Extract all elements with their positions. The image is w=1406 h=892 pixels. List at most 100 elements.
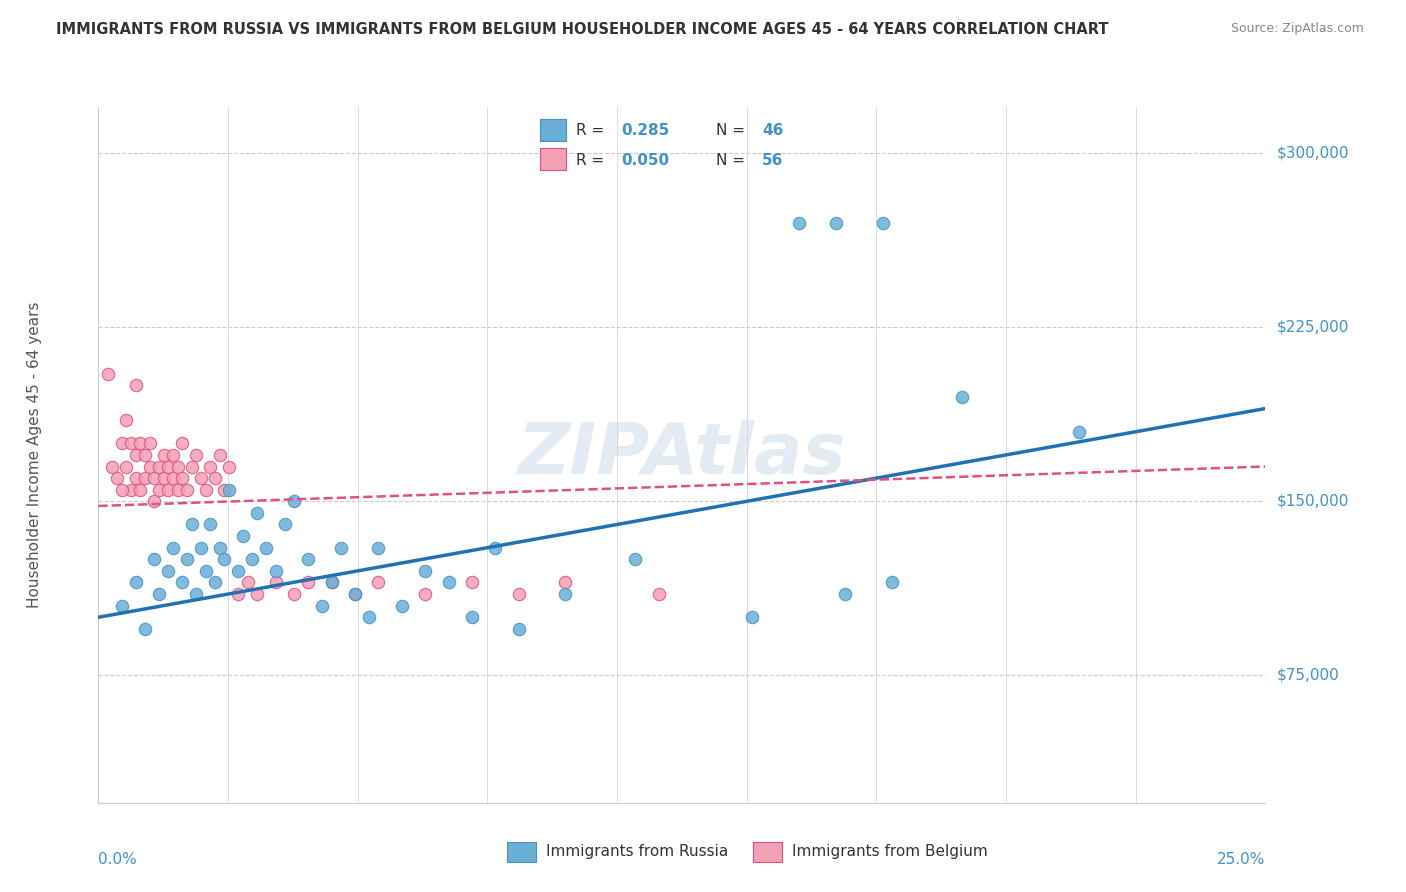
Point [321, 575, 343, 590]
Point [194, 483, 217, 497]
Text: Householder Income Ages 45 - 64 years: Householder Income Ages 45 - 64 years [27, 301, 42, 608]
Point [367, 541, 389, 555]
Point [134, 622, 156, 636]
Point [228, 564, 250, 578]
Point [647, 587, 669, 601]
Point [139, 459, 162, 474]
Point [204, 575, 226, 590]
Text: $75,000: $75,000 [1277, 668, 1340, 682]
Point [283, 494, 305, 508]
Point [97, 367, 120, 381]
Point [143, 494, 166, 508]
Point [176, 483, 198, 497]
Text: IMMIGRANTS FROM RUSSIA VS IMMIGRANTS FROM BELGIUM HOUSEHOLDER INCOME AGES 45 - 6: IMMIGRANTS FROM RUSSIA VS IMMIGRANTS FRO… [56, 22, 1109, 37]
Point [134, 448, 156, 462]
Point [242, 552, 264, 566]
Point [554, 575, 576, 590]
Point [166, 483, 188, 497]
Point [264, 564, 287, 578]
Text: 25.0%: 25.0% [1218, 852, 1265, 866]
Point [208, 541, 231, 555]
Point [274, 517, 297, 532]
Point [872, 216, 894, 230]
Text: ZIPAtlas: ZIPAtlas [517, 420, 846, 490]
Point [105, 471, 128, 485]
Point [120, 483, 142, 497]
Point [236, 575, 259, 590]
Point [344, 587, 367, 601]
Point [125, 448, 148, 462]
Point [172, 436, 194, 450]
Point [825, 216, 848, 230]
Point [125, 471, 148, 485]
Point [228, 587, 250, 601]
Point [246, 587, 269, 601]
Point [166, 459, 188, 474]
Point [554, 587, 576, 601]
Point [111, 483, 134, 497]
Point [129, 483, 152, 497]
Point [413, 564, 436, 578]
Point [297, 552, 319, 566]
Point [880, 575, 903, 590]
Point [157, 459, 180, 474]
Point [157, 564, 180, 578]
Point [508, 622, 530, 636]
Point [186, 448, 208, 462]
Point [218, 459, 240, 474]
Point [134, 471, 156, 485]
Point [200, 517, 222, 532]
Point [172, 471, 194, 485]
Point [232, 529, 254, 543]
Text: $300,000: $300,000 [1277, 146, 1348, 161]
Point [115, 459, 138, 474]
Point [311, 599, 333, 613]
Point [787, 216, 810, 230]
Point [115, 413, 138, 427]
Point [162, 471, 184, 485]
Point [264, 575, 287, 590]
Point [190, 541, 212, 555]
Point [214, 552, 236, 566]
Text: $150,000: $150,000 [1277, 494, 1348, 508]
Point [194, 564, 217, 578]
Point [297, 575, 319, 590]
Point [330, 541, 353, 555]
Point [256, 541, 278, 555]
Point [1067, 425, 1090, 439]
Point [162, 541, 184, 555]
Point [208, 448, 231, 462]
Text: 0.0%: 0.0% [98, 852, 138, 866]
Point [246, 506, 269, 520]
Point [834, 587, 856, 601]
Point [461, 610, 484, 624]
Text: Immigrants from Russia: Immigrants from Russia [546, 845, 728, 859]
Point [148, 587, 170, 601]
Point [508, 587, 530, 601]
Point [200, 459, 222, 474]
Text: Source: ZipAtlas.com: Source: ZipAtlas.com [1230, 22, 1364, 36]
Point [321, 575, 343, 590]
Point [125, 575, 148, 590]
Point [172, 575, 194, 590]
Point [180, 459, 202, 474]
Point [950, 390, 973, 404]
Point [367, 575, 389, 590]
Point [125, 378, 148, 392]
Point [139, 436, 162, 450]
Point [391, 599, 413, 613]
Bar [754, 842, 783, 862]
Point [157, 483, 180, 497]
Point [413, 587, 436, 601]
Point [101, 459, 124, 474]
Point [359, 610, 381, 624]
Point [437, 575, 460, 590]
Point [111, 599, 134, 613]
Point [741, 610, 763, 624]
Point [283, 587, 305, 601]
Point [152, 471, 174, 485]
Bar [506, 842, 536, 862]
Point [186, 587, 208, 601]
Point [180, 517, 202, 532]
Point [204, 471, 226, 485]
